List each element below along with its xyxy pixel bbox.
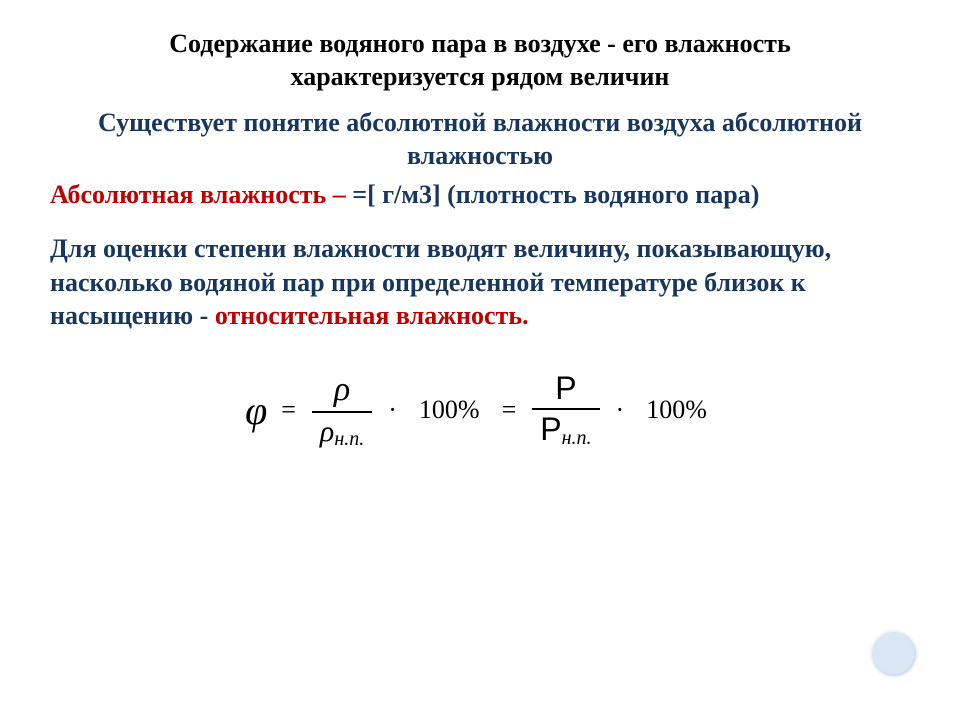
symbol-rho-np: ρ	[320, 415, 334, 448]
slide: Содержание водяного пара в воздухе - его…	[0, 0, 960, 720]
fraction-p-den: Pн.п.	[532, 412, 599, 449]
fraction-p-num: P	[547, 371, 584, 406]
corner-decoration-icon	[872, 632, 916, 676]
fraction-p: P Pн.п.	[532, 371, 599, 449]
symbol-dot-2: ·	[616, 395, 625, 425]
fraction-rho-num: ρ	[326, 371, 358, 408]
symbol-p: P	[555, 370, 576, 406]
rel-text-red: относительная влажность.	[215, 301, 529, 330]
symbol-rho: ρ	[334, 371, 350, 408]
slide-title: Содержание водяного пара в воздухе - его…	[80, 28, 880, 93]
symbol-phi: φ	[245, 387, 267, 434]
fraction-bar-2	[532, 408, 599, 410]
symbol-equals-2: =	[502, 395, 517, 425]
symbol-dot-1: ·	[388, 395, 397, 425]
slide-subhead: Существует понятие абсолютной влажности …	[90, 107, 870, 172]
abs-label-blue: =[ г/м3] (плотность водяного пара)	[352, 180, 759, 209]
text-100pct-1: 100%	[419, 395, 480, 425]
symbol-equals-1: =	[281, 395, 296, 425]
line-relative-humidity: Для оценки степени влажности вводят вели…	[50, 232, 910, 333]
fraction-rho-den: ρн.п.	[312, 415, 372, 450]
abs-label-red: Абсолютная влажность –	[50, 180, 352, 209]
symbol-p-np: P	[540, 411, 561, 447]
fraction-rho: ρ ρн.п.	[312, 371, 372, 450]
subscript-np-2: н.п.	[562, 428, 592, 450]
line-absolute-humidity: Абсолютная влажность – =[ г/м3] (плотнос…	[50, 178, 910, 212]
subscript-np-1: н.п.	[334, 428, 364, 450]
fraction-bar-1	[312, 411, 372, 413]
text-100pct-2: 100%	[646, 395, 707, 425]
humidity-formula: φ = ρ ρн.п. · 100% = P Pн.п. · 100%	[50, 371, 910, 450]
